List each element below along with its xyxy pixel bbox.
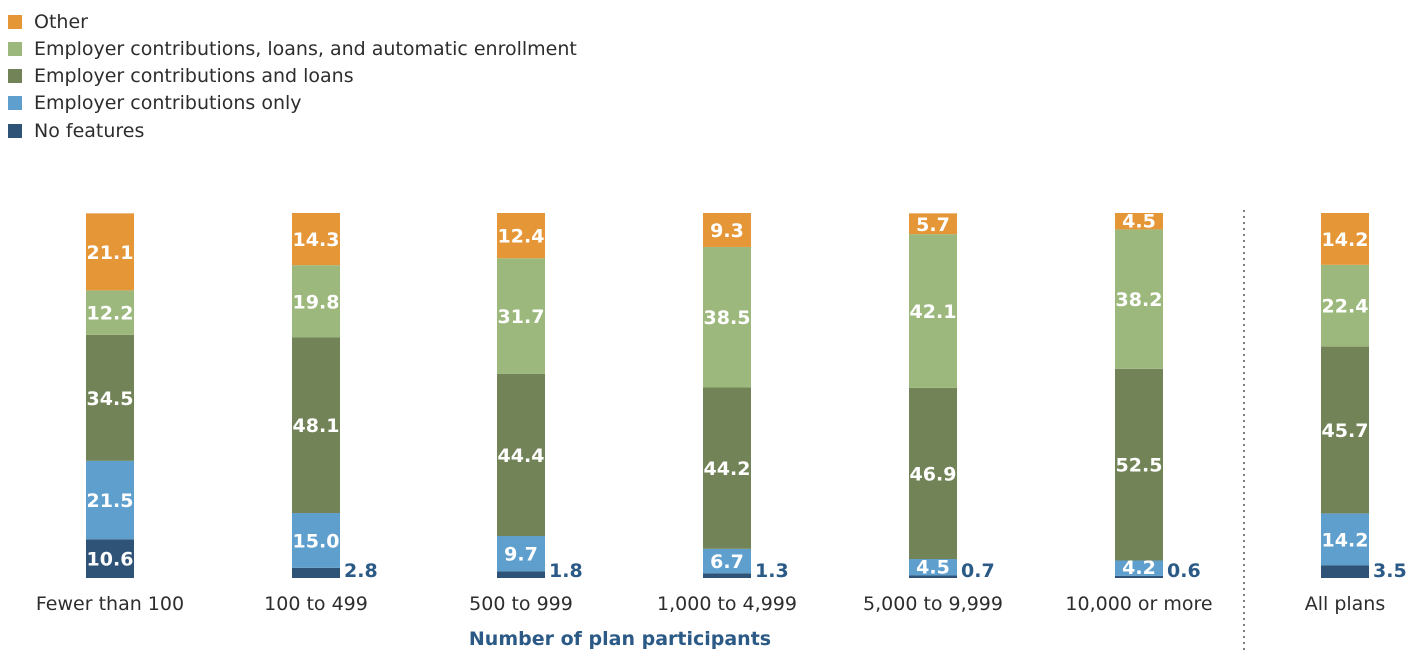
legend-item: Other	[8, 8, 577, 35]
bar-segment	[909, 234, 957, 388]
data-label: 34.5	[87, 388, 134, 410]
bar-segment	[497, 571, 545, 578]
data-label: 4.5	[916, 556, 950, 578]
bar-segment	[1115, 368, 1163, 561]
data-label: 14.3	[293, 229, 340, 251]
bar-segment	[1115, 575, 1163, 578]
legend-label: Employer contributions and loans	[34, 65, 354, 88]
bar-segment	[86, 539, 134, 578]
bar-segment	[909, 559, 957, 576]
bar-segment	[497, 258, 545, 374]
data-label: 15.0	[293, 530, 340, 552]
legend: Other Employer contributions, loans, and …	[8, 8, 577, 144]
bar-segment	[909, 387, 957, 560]
bar-segment	[292, 213, 340, 266]
bar-segment	[86, 290, 134, 335]
data-label: 31.7	[498, 306, 545, 328]
bar-segment	[497, 373, 545, 537]
legend-label: No features	[34, 119, 145, 142]
data-label: 0.6	[1167, 560, 1201, 582]
legend-item: Employer contributions only	[8, 90, 577, 117]
x-tick-label: 5,000 to 9,999	[863, 593, 1003, 615]
bar-segment	[1321, 213, 1369, 265]
data-label: 19.8	[293, 291, 340, 313]
bar-segment	[703, 213, 751, 247]
x-tick-label: 1,000 to 4,999	[657, 593, 797, 615]
data-label: 45.7	[1322, 420, 1369, 442]
x-tick-label: 10,000 or more	[1065, 593, 1212, 615]
data-label: 42.1	[910, 301, 957, 323]
legend-swatch	[8, 69, 22, 84]
data-label: 21.5	[87, 490, 134, 512]
data-label: 9.7	[504, 544, 538, 566]
x-tick-label: All plans	[1305, 593, 1386, 615]
bar-segment	[292, 567, 340, 578]
data-label: 4.2	[1122, 557, 1156, 579]
bar-segment	[1115, 213, 1163, 230]
data-label: 6.7	[710, 551, 744, 573]
bar-segment	[1115, 560, 1163, 576]
data-label: 9.3	[710, 220, 744, 242]
bar-segment	[703, 548, 751, 574]
bar-segment	[1321, 513, 1369, 566]
legend-swatch	[8, 123, 22, 138]
legend-label: Other	[34, 10, 88, 33]
x-axis-title: Number of plan participants	[468, 628, 772, 650]
data-label: 1.3	[755, 560, 789, 582]
legend-item: No features	[8, 117, 577, 144]
data-label: 10.6	[87, 549, 134, 571]
data-label: 38.5	[704, 307, 751, 329]
data-label: 2.8	[344, 560, 378, 582]
legend-swatch	[8, 41, 22, 56]
bar-segment	[703, 246, 751, 388]
bar-segment	[292, 513, 340, 568]
legend-swatch	[8, 14, 22, 29]
bar-segment	[1321, 565, 1369, 578]
data-label: 3.5	[1373, 560, 1407, 582]
data-label: 14.2	[1322, 229, 1369, 251]
bar-segment	[1321, 346, 1369, 514]
legend-label: Employer contributions only	[34, 92, 302, 115]
data-label: 46.9	[910, 463, 957, 485]
bar-segment	[86, 460, 134, 540]
legend-label: Employer contributions, loans, and autom…	[34, 37, 577, 60]
data-label: 48.1	[293, 415, 340, 437]
data-label: 22.4	[1322, 296, 1369, 318]
data-label: 52.5	[1116, 455, 1163, 477]
bar-segment	[292, 265, 340, 338]
data-label: 12.2	[87, 303, 134, 325]
data-label: 44.2	[704, 458, 751, 480]
x-tick-label: Fewer than 100	[36, 593, 184, 615]
data-label: 14.2	[1322, 529, 1369, 551]
data-label: 21.1	[87, 242, 134, 264]
bar-segment	[909, 575, 957, 578]
bar-segment	[909, 213, 957, 235]
bar-segment	[497, 536, 545, 572]
data-label: 12.4	[498, 226, 545, 248]
data-label: 4.5	[1122, 210, 1156, 232]
data-label: 1.8	[549, 560, 583, 582]
bar-segment	[703, 573, 751, 578]
legend-item: Employer contributions, loans, and autom…	[8, 35, 577, 62]
data-label: 38.2	[1116, 289, 1163, 311]
x-tick-label: 100 to 499	[264, 593, 368, 615]
x-tick-label: 500 to 999	[469, 593, 573, 615]
bar-segment	[292, 337, 340, 514]
bar-segment	[86, 334, 134, 461]
data-label: 44.4	[498, 445, 545, 467]
bar-segment	[86, 213, 134, 291]
data-label: 0.7	[961, 560, 995, 582]
legend-swatch	[8, 96, 22, 111]
bar-segment	[1321, 264, 1369, 347]
bar-segment	[1115, 229, 1163, 369]
bar-segment	[497, 213, 545, 259]
bar-segment	[703, 387, 751, 549]
data-label: 5.7	[916, 214, 950, 236]
legend-item: Employer contributions and loans	[8, 63, 577, 90]
